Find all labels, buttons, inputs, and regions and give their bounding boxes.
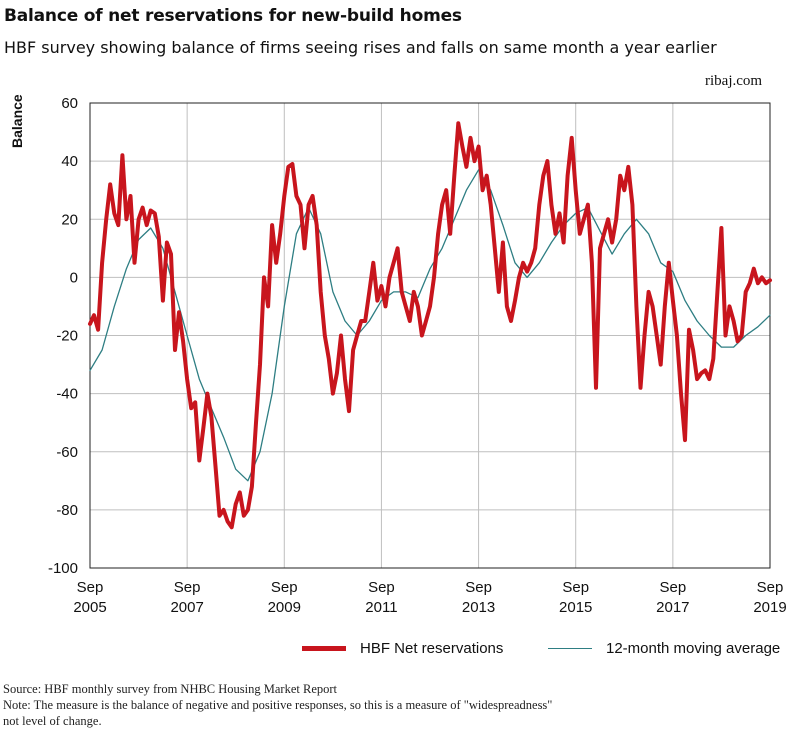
x-tick-month: Sep [271,579,298,596]
x-tick-month: Sep [174,579,201,596]
gridlines [90,103,770,568]
y-tick-label: 40 [61,153,78,170]
y-tick-label: -20 [56,328,78,345]
x-tick-year: 2009 [268,599,301,616]
x-tick-year: 2005 [73,599,106,616]
x-tick-year: 2011 [365,599,397,616]
x-tick-year: 2019 [753,599,786,616]
y-tick-label: 0 [70,269,78,286]
source-note: Source: HBF monthly survey from NHBC Hou… [3,682,338,696]
y-tick-label: 20 [61,211,78,228]
x-tick-month: Sep [368,579,395,596]
series-lines [88,121,772,530]
legend-swatch-average [548,647,592,650]
chart-subtitle: HBF survey showing balance of firms seei… [4,38,717,57]
legend-label-net: HBF Net reservations [360,640,504,657]
method-note-line-2: not level of change. [3,714,102,728]
y-tick-label: -80 [56,502,78,519]
x-tick-month: Sep [660,579,687,596]
x-tick-month: Sep [77,579,104,596]
method-note-line-1: Note: The measure is the balance of nega… [3,698,553,712]
legend-swatch-net [302,646,346,651]
legend: HBF Net reservations 12-month moving ave… [0,640,800,664]
y-tick-label: 60 [61,95,78,112]
moving-average-line [89,169,771,482]
x-tick-year: 2015 [559,599,592,616]
y-tick-label: -60 [56,444,78,461]
x-tick-year: 2017 [656,599,689,616]
y-tick-label: -100 [48,560,78,577]
x-axis-ticks: Sep 2005 Sep 2007 Sep 2009 Sep 2011 Sep 2013 Sep 20… [73,579,786,616]
x-tick-month: Sep [562,579,589,596]
y-axis-title: Balance [9,94,25,148]
legend-item-net: HBF Net reservations [302,640,503,657]
y-tick-label: -40 [56,386,78,403]
legend-item-average: 12-month moving average [548,640,780,657]
x-tick-year: 2007 [170,599,203,616]
x-tick-year: 2013 [462,599,495,616]
source-watermark: ribaj.com [705,73,763,89]
chart-title: Balance of net reservations for new-buil… [4,6,462,26]
net-reservations-line [88,121,772,530]
plot-frame [89,102,771,569]
y-axis-ticks: 60 40 20 0 -20 -40 -60 -80 -100 [48,95,78,577]
legend-label-average: 12-month moving average [606,640,781,657]
x-tick-month: Sep [757,579,784,596]
x-tick-month: Sep [465,579,492,596]
